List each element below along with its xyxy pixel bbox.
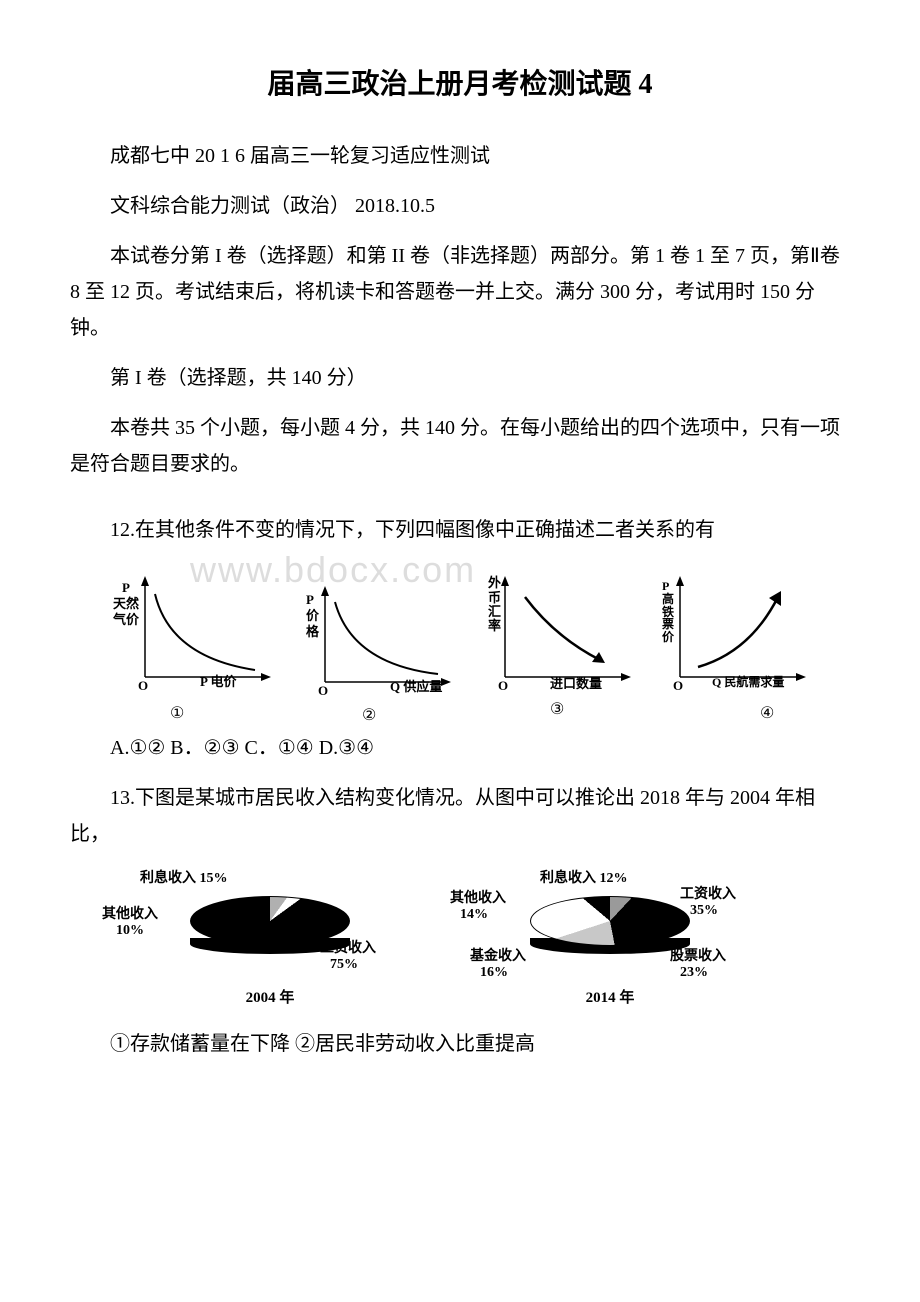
pie-label: 35%	[690, 898, 718, 923]
question-12-options: A.①② B．②③ C．①④ D.③④	[70, 730, 850, 766]
chart-2-xlabel: Q 供应量	[390, 675, 442, 698]
section-1-note: 本卷共 35 个小题，每小题 4 分，共 140 分。在每小题给出的四个选项中，…	[70, 410, 850, 482]
section-1-header: 第 I 卷（选择题，共 140 分）	[70, 360, 850, 396]
chart-3-ylabel: 外 币 汇 率	[488, 576, 501, 633]
chart-3-number: ③	[550, 696, 564, 725]
pie-label: 23%	[680, 960, 708, 985]
chart-2-svg: O	[290, 562, 470, 722]
chart-4-ylabel: P 高 铁 票 价	[662, 580, 674, 643]
svg-text:O: O	[138, 678, 148, 693]
pie-label: 16%	[480, 960, 508, 985]
intro-school: 成都七中 20 1 6 届高三一轮复习适应性测试	[70, 138, 850, 174]
pie-2004: 利息收入 15%其他收入10%工资收入75% 2004 年	[130, 866, 410, 1006]
page-title: 届高三政治上册月考检测试题 4	[70, 60, 850, 110]
pie-label: 利息收入 15%	[140, 866, 228, 891]
chart-3: O 外 币 汇 率 进口数量 ③	[470, 562, 650, 722]
chart-1-xlabel: P 电价	[200, 670, 236, 693]
pie-label: 14%	[460, 902, 488, 927]
pie-label: 利息收入 12%	[540, 866, 628, 891]
svg-text:O: O	[318, 683, 328, 698]
chart-1: O P 天然 气价 P 电价 ①	[110, 562, 290, 722]
chart-1-number: ①	[170, 700, 184, 729]
pie-2014-year: 2014 年	[470, 985, 750, 1012]
question-12: 12.在其他条件不变的情况下，下列四幅图像中正确描述二者关系的有	[70, 512, 850, 548]
q12-charts: www.bdocx.com O P 天然 气价 P 电价 ①	[110, 562, 850, 722]
svg-text:O: O	[673, 678, 683, 693]
pie-2004-year: 2004 年	[130, 985, 410, 1012]
chart-1-ylabel: P 天然 气价	[110, 580, 142, 627]
pie-label: 10%	[116, 918, 144, 943]
chart-2: O P 价 格 Q 供应量 ②	[290, 562, 470, 722]
chart-3-xlabel: 进口数量	[550, 672, 602, 695]
q13-pies: 利息收入 15%其他收入10%工资收入75% 2004 年 利息收入 12%其他…	[130, 866, 850, 1006]
chart-4-number: ④	[760, 700, 774, 729]
intro-instructions: 本试卷分第 I 卷（选择题）和第 II 卷（非选择题）两部分。第 1 卷 1 至…	[70, 238, 850, 346]
question-13-options-line: ①存款储蓄量在下降 ②居民非劳动收入比重提高	[70, 1026, 850, 1062]
chart-4-svg: O	[650, 562, 830, 722]
intro-subject: 文科综合能力测试（政治） 2018.10.5	[70, 188, 850, 224]
chart-2-ylabel: P 价 格	[306, 592, 319, 639]
chart-4-xlabel: Q 民航需求量	[712, 672, 784, 694]
chart-4: O P 高 铁 票 价 Q 民航需求量 ④	[650, 562, 830, 722]
question-13: 13.下图是某城市居民收入结构变化情况。从图中可以推论出 2018 年与 200…	[70, 780, 850, 852]
pie-2014: 利息收入 12%其他收入14%工资收入35%基金收入16%股票收入23% 201…	[470, 866, 750, 1006]
svg-text:O: O	[498, 678, 508, 693]
pie-label: 75%	[330, 952, 358, 977]
chart-2-number: ②	[362, 702, 376, 731]
